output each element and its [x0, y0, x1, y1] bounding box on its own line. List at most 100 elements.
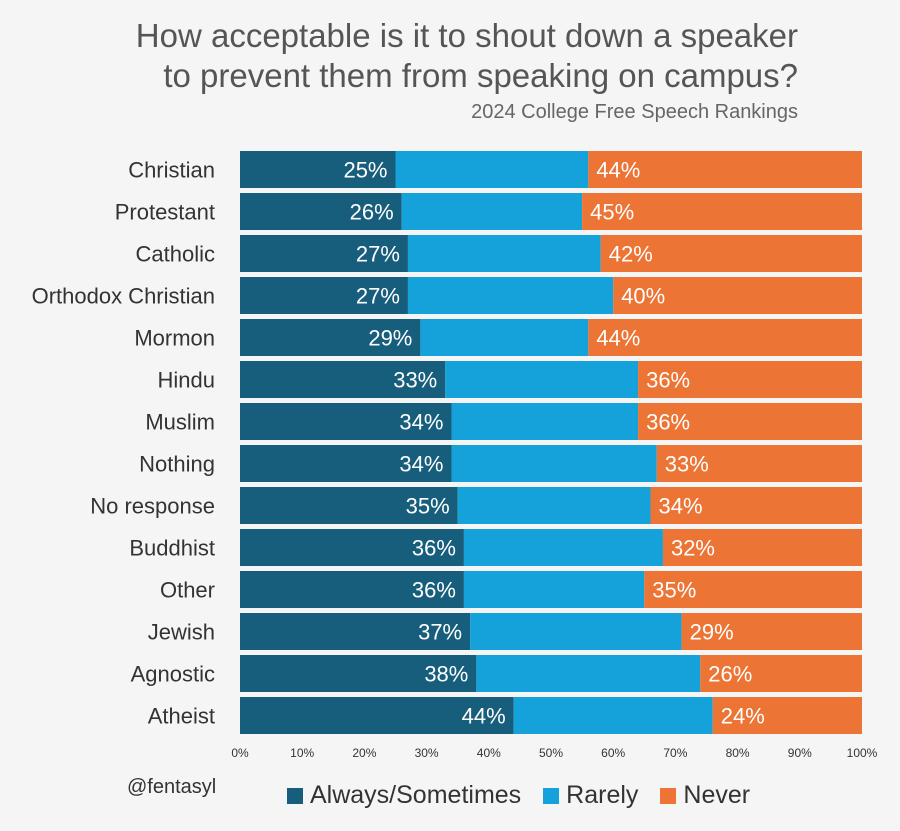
bar-muslim-always-sometimes — [240, 403, 452, 440]
chart-title-line-2: to prevent them from speaking on campus? — [163, 57, 798, 94]
data-label-jewish-always-sometimes: 37% — [418, 620, 462, 645]
attribution: @fentasyl — [127, 776, 217, 798]
bar-buddhist-always-sometimes — [240, 529, 464, 566]
legend-swatch-never — [660, 787, 677, 804]
category-label-muslim: Muslim — [145, 410, 215, 435]
bar-muslim-never — [638, 403, 862, 440]
category-label-buddhist: Buddhist — [129, 536, 215, 561]
x-tick-label-20: 20% — [352, 746, 376, 760]
bar-orthodox-christian-never — [613, 277, 862, 314]
data-label-catholic-never: 42% — [609, 242, 653, 267]
chart-title: How acceptable is it to shout down a spe… — [136, 16, 798, 96]
legend-item-always-sometimes: Always/Sometimes — [287, 781, 521, 810]
data-label-hindu-always-sometimes: 33% — [393, 368, 437, 393]
data-label-catholic-always-sometimes: 27% — [356, 242, 400, 267]
x-tick-label-100: 100% — [847, 746, 878, 760]
legend-label-never: Never — [683, 781, 751, 809]
category-label-protestant: Protestant — [115, 200, 215, 225]
legend-item-rarely: Rarely — [543, 781, 638, 810]
data-label-protestant-never: 45% — [590, 200, 634, 225]
data-label-buddhist-always-sometimes: 36% — [412, 536, 456, 561]
data-label-buddhist-never: 32% — [671, 536, 715, 561]
data-label-atheist-always-sometimes: 44% — [462, 704, 506, 729]
category-label-hindu: Hindu — [158, 368, 215, 393]
bar-protestant-always-sometimes — [240, 193, 402, 230]
bar-agnostic-always-sometimes — [240, 655, 477, 692]
category-label-other: Other — [160, 578, 215, 603]
x-tick-label-10: 10% — [290, 746, 314, 760]
x-tick-label-60: 60% — [601, 746, 625, 760]
bar-catholic-rarely — [407, 235, 601, 272]
data-label-mormon-always-sometimes: 29% — [368, 326, 412, 351]
bar-buddhist-rarely — [463, 529, 663, 566]
bar-mormon-never — [588, 319, 862, 356]
bar-no-response-never — [650, 487, 862, 524]
data-label-no-response-never: 34% — [659, 494, 703, 519]
bar-no-response-rarely — [457, 487, 651, 524]
data-label-christian-always-sometimes: 25% — [343, 158, 387, 183]
bar-jewish-always-sometimes — [240, 613, 471, 650]
data-label-agnostic-always-sometimes: 38% — [424, 662, 468, 687]
category-label-mormon: Mormon — [134, 326, 215, 351]
x-tick-label-70: 70% — [663, 746, 687, 760]
bar-buddhist-never — [662, 529, 862, 566]
x-tick-label-30: 30% — [415, 746, 439, 760]
data-label-nothing-never: 33% — [665, 452, 709, 477]
bar-other-rarely — [463, 571, 645, 608]
data-label-muslim-never: 36% — [646, 410, 690, 435]
bar-jewish-never — [681, 613, 862, 650]
bar-orthodox-christian-rarely — [407, 277, 614, 314]
data-label-agnostic-never: 26% — [708, 662, 752, 687]
bar-no-response-always-sometimes — [240, 487, 458, 524]
bar-jewish-rarely — [470, 613, 682, 650]
category-label-christian: Christian — [128, 158, 215, 183]
bar-hindu-rarely — [445, 361, 639, 398]
legend: Always/Sometimes Rarely Never — [287, 781, 772, 810]
bar-catholic-always-sometimes — [240, 235, 408, 272]
bar-orthodox-christian-always-sometimes — [240, 277, 408, 314]
bar-agnostic-rarely — [476, 655, 701, 692]
data-label-no-response-always-sometimes: 35% — [406, 494, 450, 519]
data-label-other-never: 35% — [652, 578, 696, 603]
bar-agnostic-never — [700, 655, 862, 692]
data-label-orthodox-christian-never: 40% — [621, 284, 665, 309]
bar-atheist-always-sometimes — [240, 697, 514, 734]
bar-other-always-sometimes — [240, 571, 464, 608]
bar-protestant-rarely — [401, 193, 583, 230]
legend-label-rarely: Rarely — [566, 781, 639, 809]
category-label-jewish: Jewish — [148, 620, 215, 645]
data-label-christian-never: 44% — [596, 158, 640, 183]
category-label-agnostic: Agnostic — [131, 662, 215, 687]
data-label-atheist-never: 24% — [721, 704, 765, 729]
data-label-mormon-never: 44% — [596, 326, 640, 351]
bar-nothing-never — [656, 445, 862, 482]
legend-label-always-sometimes: Always/Sometimes — [310, 781, 522, 809]
bar-christian-rarely — [395, 151, 589, 188]
bar-hindu-never — [638, 361, 862, 398]
category-label-atheist: Atheist — [148, 704, 215, 729]
bar-atheist-rarely — [513, 697, 713, 734]
x-tick-label-40: 40% — [477, 746, 501, 760]
bar-muslim-rarely — [451, 403, 639, 440]
data-label-hindu-never: 36% — [646, 368, 690, 393]
chart-subtitle: 2024 College Free Speech Rankings — [471, 101, 798, 123]
chart-title-line-1: How acceptable is it to shout down a spe… — [135, 17, 798, 54]
data-label-jewish-never: 29% — [690, 620, 734, 645]
bar-catholic-never — [600, 235, 862, 272]
bar-christian-never — [588, 151, 862, 188]
data-label-other-always-sometimes: 36% — [412, 578, 456, 603]
legend-swatch-always-sometimes — [287, 787, 303, 804]
category-label-nothing: Nothing — [139, 452, 215, 477]
bar-other-never — [644, 571, 862, 608]
legend-swatch-rarely — [543, 787, 560, 804]
data-label-nothing-always-sometimes: 34% — [399, 452, 443, 477]
bar-hindu-always-sometimes — [240, 361, 446, 398]
bar-mormon-always-sometimes — [240, 319, 421, 356]
bar-nothing-always-sometimes — [240, 445, 452, 482]
category-label-catholic: Catholic — [136, 242, 215, 267]
bar-protestant-never — [582, 193, 862, 230]
x-tick-label-0: 0% — [231, 746, 249, 760]
data-label-protestant-always-sometimes: 26% — [350, 200, 394, 225]
bar-atheist-never — [712, 697, 862, 734]
bar-christian-always-sometimes — [240, 151, 396, 188]
